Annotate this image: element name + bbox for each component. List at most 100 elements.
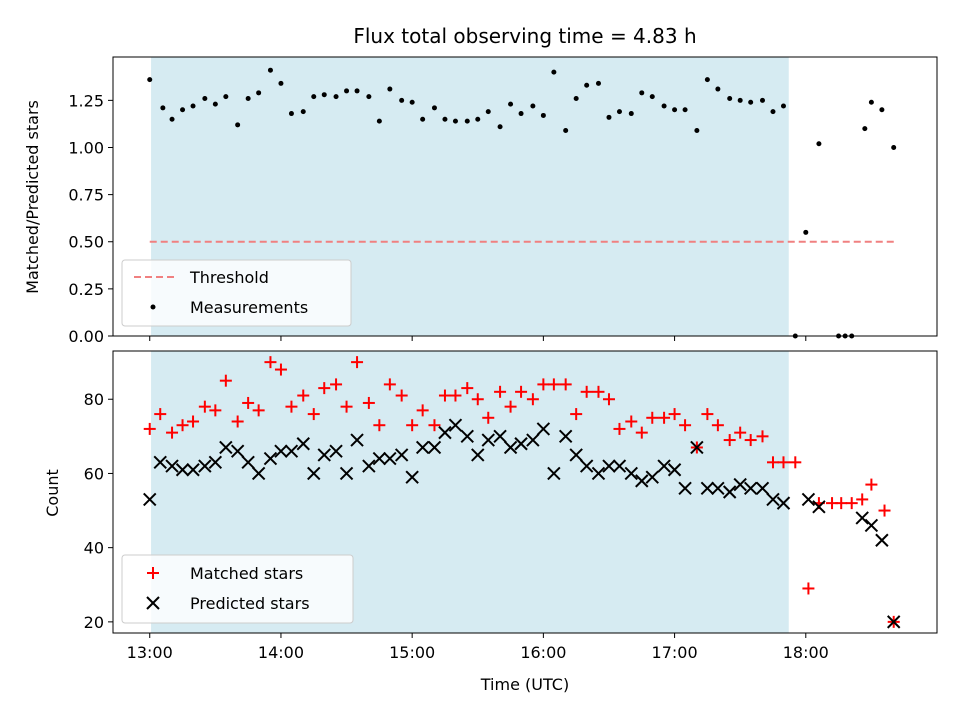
predicted-star-marker-b bbox=[307, 466, 321, 481]
predicted-star-marker-b bbox=[755, 481, 770, 495]
matched-star-point bbox=[845, 497, 858, 510]
matched-star-point bbox=[570, 408, 583, 421]
matched-star-point bbox=[865, 478, 878, 491]
predicted-star-marker-b bbox=[579, 459, 594, 473]
measurement-point bbox=[584, 82, 590, 88]
y-tick-label: 40 bbox=[84, 539, 104, 558]
predicted-star-marker-b bbox=[438, 425, 452, 440]
predicted-star-point bbox=[296, 437, 310, 451]
measurement-point bbox=[452, 118, 458, 124]
measurement-point bbox=[464, 118, 470, 124]
predicted-star-point bbox=[471, 448, 485, 462]
matched-star-point bbox=[461, 382, 474, 395]
measurement-point bbox=[694, 128, 700, 134]
matched-star-point bbox=[789, 456, 802, 469]
predicted-star-point bbox=[284, 444, 299, 458]
y-tick-label: 60 bbox=[84, 464, 104, 483]
matched-star-point bbox=[406, 419, 419, 432]
measurement-point bbox=[169, 116, 175, 122]
matched-star-point bbox=[274, 363, 287, 376]
y-tick-label: 0.25 bbox=[68, 280, 104, 299]
matched-star-point bbox=[449, 389, 462, 402]
measurement-point bbox=[344, 88, 350, 94]
measurement-point bbox=[235, 122, 241, 128]
matched-star-point bbox=[416, 404, 429, 417]
matched-star-point bbox=[264, 356, 277, 369]
predicted-star-point bbox=[251, 466, 266, 481]
predicted-star-marker-b bbox=[812, 500, 826, 514]
predicted-star-marker-b bbox=[263, 451, 278, 466]
matched-star-point bbox=[154, 408, 167, 421]
predicted-star-point bbox=[667, 463, 682, 477]
matched-star-point bbox=[802, 582, 815, 595]
matched-star-point bbox=[373, 419, 386, 432]
predicted-star-point bbox=[362, 459, 376, 473]
matched-star-point bbox=[646, 411, 659, 424]
measurement-point bbox=[628, 111, 634, 117]
threshold-legend-label: Threshold bbox=[189, 268, 269, 287]
predicted-star-marker-b bbox=[284, 444, 299, 458]
predicted-star-point bbox=[143, 492, 157, 507]
matched-star-point bbox=[744, 434, 757, 447]
measurements-legend-swatch bbox=[150, 304, 156, 310]
measurements-legend-label: Measurements bbox=[190, 298, 308, 317]
measurement-point bbox=[530, 103, 536, 109]
measurement-point bbox=[321, 92, 327, 98]
matched-star-point bbox=[209, 404, 222, 417]
x-tick-label: 15:00 bbox=[389, 643, 435, 662]
measurement-point bbox=[816, 141, 822, 147]
predicted-star-marker-b bbox=[405, 470, 419, 484]
measurement-point bbox=[661, 103, 667, 109]
predicted-star-point bbox=[855, 511, 869, 525]
measurement-point bbox=[420, 116, 426, 122]
predicted-star-point bbox=[329, 444, 343, 458]
matched-star-point bbox=[438, 389, 451, 402]
predicted-star-marker-b bbox=[230, 444, 245, 458]
predicted-star-point bbox=[612, 459, 627, 473]
matched-star-point bbox=[515, 385, 528, 398]
predicted-star-marker-b bbox=[175, 463, 190, 477]
predicted-star-marker-b bbox=[855, 511, 869, 525]
predicted-star-point bbox=[339, 466, 354, 481]
measurement-point bbox=[333, 94, 339, 100]
predicted-star-point bbox=[776, 496, 791, 510]
measurement-point bbox=[475, 116, 481, 122]
matched-star-point bbox=[231, 415, 244, 428]
measurement-point bbox=[497, 124, 503, 130]
measurement-point bbox=[563, 128, 569, 134]
matched-star-point bbox=[494, 385, 507, 398]
measurement-point bbox=[879, 107, 885, 113]
predicted-star-point bbox=[186, 463, 200, 477]
predicted-star-marker-b bbox=[448, 418, 463, 432]
predicted-star-marker-b bbox=[394, 448, 409, 462]
measurement-point bbox=[616, 109, 622, 115]
matched-star-point bbox=[878, 504, 891, 517]
measurement-point bbox=[376, 118, 382, 124]
predicted-star-point bbox=[230, 444, 245, 458]
measurement-point bbox=[366, 94, 372, 100]
predicted-star-marker-b bbox=[427, 440, 442, 455]
predicted-star-point bbox=[864, 518, 879, 533]
matched-star-point bbox=[362, 396, 375, 409]
predicted-star-point bbox=[886, 615, 901, 629]
matched-star-point bbox=[679, 419, 692, 432]
matched-star-point bbox=[383, 378, 396, 391]
measurement-point bbox=[551, 69, 557, 75]
measurement-point bbox=[147, 77, 153, 83]
predicted-star-marker-b bbox=[153, 455, 167, 470]
matched-star-point bbox=[734, 426, 747, 439]
predicted-star-point bbox=[394, 448, 409, 462]
measurement-point bbox=[245, 95, 251, 101]
predicted-star-marker-b bbox=[186, 463, 200, 477]
matched-star-point bbox=[580, 385, 593, 398]
matched-star-point bbox=[658, 411, 671, 424]
predicted-star-point bbox=[579, 459, 594, 473]
predicted-star-marker-b bbox=[526, 433, 540, 447]
measurement-point bbox=[649, 94, 655, 100]
measurement-point bbox=[278, 80, 284, 86]
x-tick-label: 17:00 bbox=[652, 643, 698, 662]
predicted-star-point bbox=[547, 466, 561, 481]
y-tick-label: 1.25 bbox=[68, 91, 104, 110]
